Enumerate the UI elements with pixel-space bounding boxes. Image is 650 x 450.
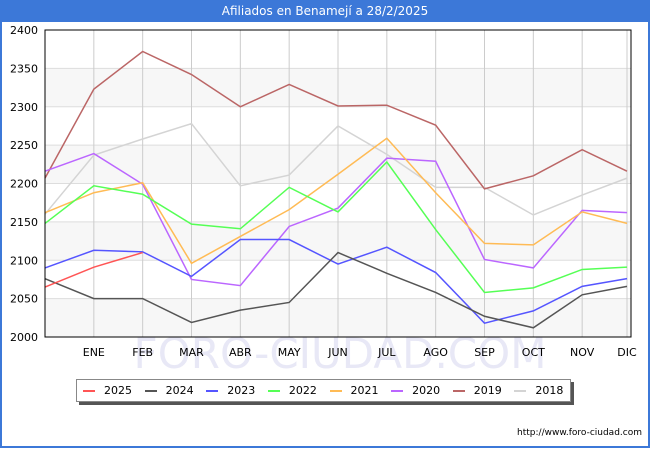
legend-label: 2022 [288, 384, 317, 397]
legend-swatch [144, 389, 157, 392]
series-line-2024 [44, 251, 628, 329]
x-tick-label: MAR [179, 346, 204, 359]
series-line-2023 [44, 238, 628, 325]
legend-label: 2021 [350, 384, 379, 397]
legend-swatch [83, 389, 95, 392]
x-tick-label: FEB [132, 346, 153, 359]
legend-swatch [329, 389, 342, 392]
y-tick-labels: 2000 2050 2100 2150 2200 2250 2300 2350 2400 [10, 24, 38, 344]
chart-title: Afiliados en Benamejí a 28/2/2025 [0, 0, 650, 22]
legend-item-2018: 2018 [514, 384, 570, 397]
source-url[interactable]: http://www.foro-ciudad.com [517, 428, 642, 438]
legend-item-2019: 2019 [452, 384, 509, 397]
legend-item-2020: 2020 [391, 384, 447, 397]
series-lines [44, 50, 628, 329]
x-tick-label: OCT [522, 346, 545, 359]
series-line-2020 [44, 152, 628, 287]
legend-swatch [267, 389, 280, 392]
legend-label: 2019 [473, 384, 502, 397]
x-tick-labels: ENE FEB MAR ABR MAY JUN JUL AGO SEP OCT NOV DIC [83, 346, 637, 359]
legend-swatch [514, 389, 527, 392]
y-tick-label: 2250 [10, 139, 38, 152]
x-tick-label: SEP [474, 346, 495, 359]
x-tick-label: MAY [278, 346, 301, 359]
y-tick-label: 2100 [10, 254, 38, 267]
x-tick-label: DIC [617, 346, 637, 359]
y-tick-label: 2050 [10, 293, 38, 306]
x-tick-label: NOV [570, 346, 595, 359]
legend: 2025 2024 2023 2022 2021 2020 2019 2018 [76, 379, 571, 402]
series-line-2025 [44, 251, 143, 288]
series-line-2022 [44, 160, 628, 294]
legend-swatch [206, 389, 219, 392]
legend-item-2024: 2024 [144, 384, 201, 397]
x-tick-label: ENE [83, 346, 105, 359]
legend-swatch [452, 389, 465, 392]
x-tick-label: JUL [377, 346, 396, 359]
y-tick-label: 2400 [10, 24, 38, 37]
y-tick-label: 2000 [10, 331, 38, 344]
axes [44, 29, 632, 338]
y-tick-label: 2200 [10, 178, 38, 191]
x-tick-label: ABR [229, 346, 252, 359]
x-tick-label: JUN [327, 346, 348, 359]
legend-swatch [391, 389, 404, 392]
legend-item-2021: 2021 [329, 384, 386, 397]
y-tick-label: 2350 [10, 62, 38, 75]
legend-item-2022: 2022 [267, 384, 324, 397]
plot-border [44, 29, 632, 338]
legend-label: 2018 [535, 384, 564, 397]
x-tick-label: AGO [423, 346, 448, 359]
legend-item-2025: 2025 [83, 384, 139, 397]
series-line-2018 [44, 122, 628, 216]
y-tick-label: 2300 [10, 101, 38, 114]
legend-item-2023: 2023 [206, 384, 262, 397]
legend-label: 2023 [227, 384, 256, 397]
legend-label: 2020 [412, 384, 441, 397]
series-line-2021 [44, 137, 628, 265]
legend-label: 2025 [104, 384, 132, 397]
y-tick-label: 2150 [10, 216, 38, 229]
legend-label: 2024 [165, 384, 194, 397]
series-line-2019 [44, 50, 628, 190]
